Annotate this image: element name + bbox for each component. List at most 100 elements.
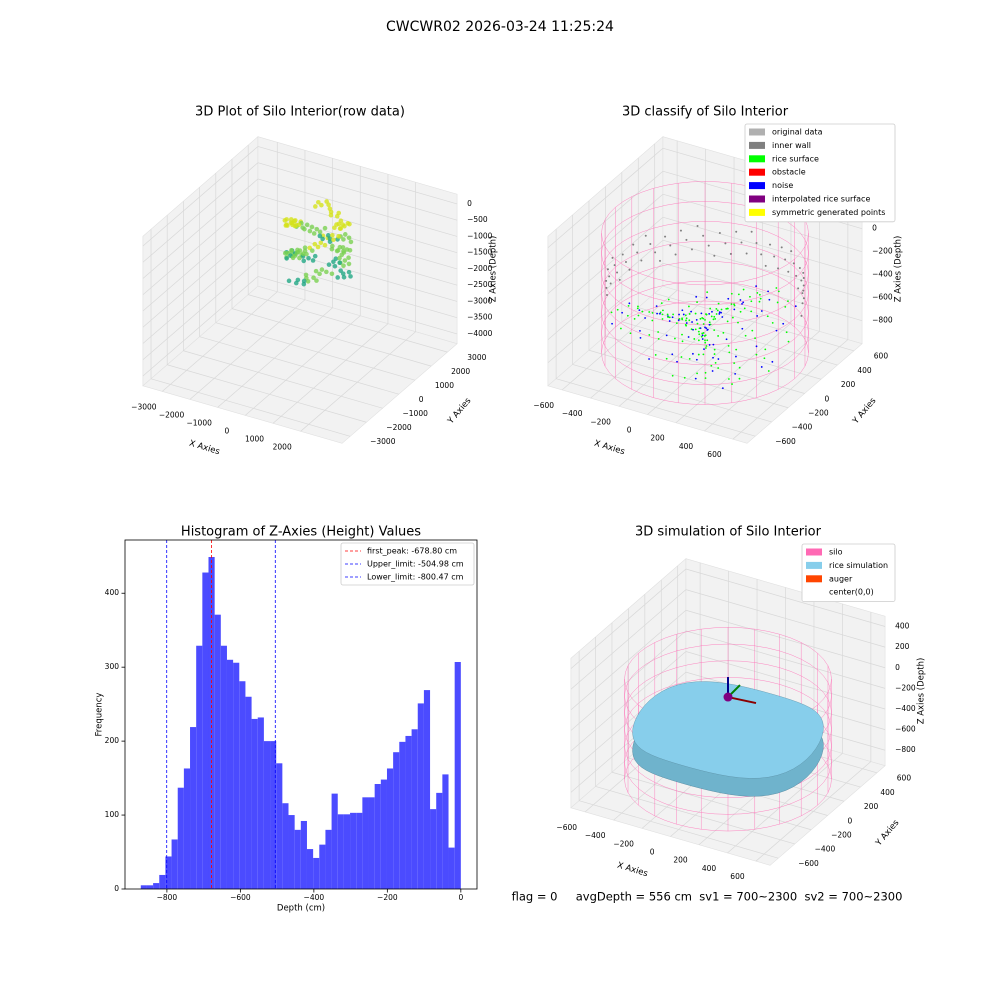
point-illustration <box>794 305 797 308</box>
point-illustration <box>688 305 690 308</box>
point-illustration <box>661 313 664 316</box>
point-illustration <box>767 290 769 293</box>
x-tick-label: 200 <box>650 434 665 443</box>
point-illustration <box>784 258 787 261</box>
point-illustration <box>694 377 697 380</box>
point-illustration <box>319 202 324 208</box>
point-illustration <box>656 312 659 315</box>
z-tick-label: 0 <box>872 224 877 233</box>
x-tick-label: −200 <box>377 893 398 902</box>
bar <box>183 768 191 889</box>
bar <box>140 885 147 889</box>
point-illustration <box>768 298 771 301</box>
grid-line <box>685 630 886 689</box>
point-illustration <box>715 313 718 315</box>
bar <box>146 885 154 889</box>
point-illustration <box>758 293 761 296</box>
bar <box>276 763 283 889</box>
legend-swatch <box>749 168 765 176</box>
bar <box>454 662 461 889</box>
point-illustration <box>712 318 715 321</box>
bar <box>239 681 246 889</box>
bar <box>196 645 203 889</box>
point-illustration <box>751 329 754 332</box>
point-illustration <box>610 311 613 314</box>
point-illustration <box>671 316 674 319</box>
bar <box>319 844 326 889</box>
x-tick-label: −3000 <box>131 402 157 411</box>
point-illustration <box>313 204 318 209</box>
point-illustration <box>283 223 289 228</box>
point-illustration <box>708 344 711 346</box>
x-tick-label: 400 <box>679 442 694 451</box>
chart-title: 3D Plot of Silo Interior(row data) <box>195 105 405 120</box>
legend-box <box>801 543 896 602</box>
point-illustration <box>800 314 803 317</box>
legend-label: obstacle <box>772 168 806 177</box>
legend-swatch <box>749 195 765 203</box>
point-illustration <box>616 271 619 274</box>
grid-line <box>662 216 863 276</box>
point-illustration <box>336 234 341 239</box>
point-illustration <box>621 253 624 256</box>
y-tick-label: 400 <box>880 788 895 797</box>
legend-swatch <box>806 561 822 569</box>
bar <box>411 729 418 889</box>
point-illustration <box>769 243 772 246</box>
point-illustration <box>674 253 677 256</box>
point-illustration <box>681 333 683 336</box>
point-illustration <box>340 271 346 276</box>
point-illustration <box>318 240 324 246</box>
grid-line <box>570 651 687 752</box>
point-illustration <box>704 371 707 374</box>
point-illustration <box>293 280 299 286</box>
point-illustration <box>766 315 769 318</box>
point-illustration <box>337 255 342 261</box>
y-tick-label: 200 <box>864 802 879 811</box>
point-illustration <box>282 218 288 223</box>
point-illustration <box>664 235 667 238</box>
point-illustration <box>317 229 323 235</box>
y-axis-label: Frequency <box>95 693 105 737</box>
grid-line <box>570 568 687 669</box>
bar <box>430 809 437 889</box>
point-illustration <box>739 310 742 313</box>
point-illustration <box>628 268 631 271</box>
point-illustration <box>341 237 346 242</box>
point-illustration <box>743 307 746 310</box>
point-illustration <box>771 360 774 363</box>
point-illustration <box>342 232 348 237</box>
bar <box>208 557 215 889</box>
bar <box>251 718 258 889</box>
point-illustration <box>294 222 299 228</box>
point-illustration <box>701 338 704 340</box>
bar <box>436 792 443 889</box>
point-illustration <box>690 310 693 313</box>
y-tick-label: 0 <box>848 816 853 825</box>
point-illustration <box>792 262 795 265</box>
grid-line <box>248 294 448 353</box>
point-illustration <box>704 377 707 379</box>
z-tick-label: −2500 <box>467 280 493 289</box>
point-illustration <box>775 287 778 289</box>
bar <box>165 856 172 889</box>
point-illustration <box>712 356 714 359</box>
grid-line <box>611 771 812 831</box>
bar <box>214 614 221 889</box>
point-illustration <box>662 309 664 312</box>
grid-line <box>142 211 259 312</box>
point-illustration <box>787 340 790 343</box>
y-tick-label: −200 <box>808 408 829 417</box>
point-illustration <box>639 336 642 339</box>
z-tick-label: −3000 <box>467 296 493 305</box>
chart-title: 3D simulation of Silo Interior <box>635 525 822 540</box>
point-illustration <box>324 199 329 204</box>
x-tick-label: 0 <box>458 893 463 902</box>
point-illustration <box>690 328 693 331</box>
point-illustration <box>644 317 646 319</box>
point-illustration <box>685 238 688 241</box>
grid-line <box>245 315 361 416</box>
point-illustration <box>787 300 789 303</box>
point-illustration <box>777 290 780 293</box>
